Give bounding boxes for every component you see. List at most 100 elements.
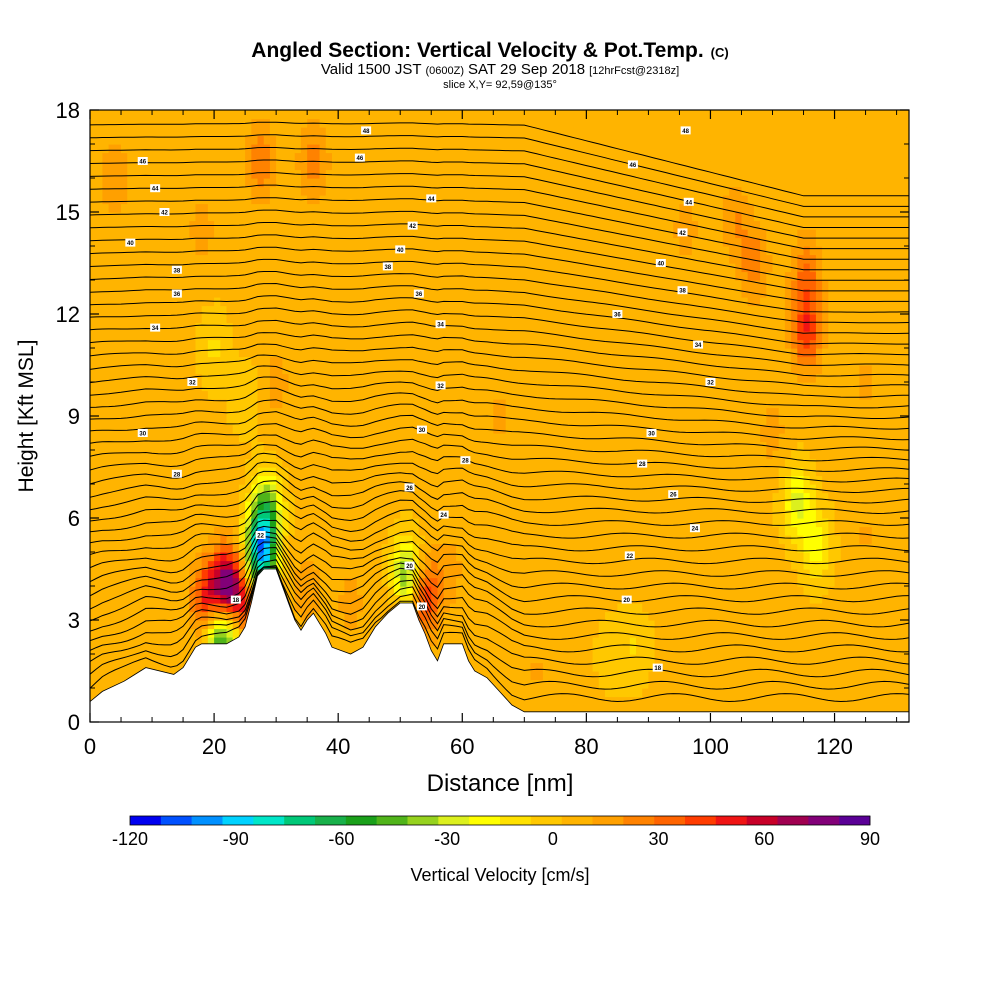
velocity-cell [387,603,395,613]
velocity-cell [400,382,408,392]
velocity-cell [511,110,519,120]
velocity-cell [108,526,116,536]
velocity-cell [425,475,432,485]
velocity-cell [214,254,221,264]
velocity-cell [350,475,358,485]
velocity-cell [363,186,370,196]
velocity-cell [170,365,178,375]
velocity-cell [288,186,296,196]
velocity-cell [338,390,345,400]
velocity-cell [164,178,172,188]
velocity-cell [443,441,451,451]
velocity-cell [487,577,494,587]
velocity-cell [164,161,172,171]
velocity-cell [480,611,488,621]
velocity-cell [394,560,401,570]
velocity-cell [338,169,345,179]
velocity-cell [300,577,308,587]
velocity-cell [387,416,395,426]
velocity-cell [431,560,439,570]
velocity-cell [145,280,153,290]
velocity-cell [313,416,321,426]
velocity-cell [145,654,153,664]
velocity-cell [369,458,376,468]
velocity-cell [96,628,103,638]
chart-title: Angled Section: Vertical Velocity & Pot.… [251,39,728,62]
velocity-cell [369,620,376,630]
velocity-cell [90,331,97,341]
velocity-cell [121,186,128,196]
velocity-cell [431,144,439,154]
velocity-cell [325,169,333,179]
velocity-cell [449,484,457,494]
velocity-cell [207,373,215,383]
velocity-cell [418,271,426,281]
velocity-cell [331,526,339,536]
velocity-cell [437,390,445,400]
velocity-cell [474,144,482,154]
velocity-cell [127,144,135,154]
velocity-cell [232,569,240,579]
velocity-cell [282,212,290,222]
velocity-cell [518,594,525,604]
velocity-cell [462,407,470,417]
velocity-cell [338,203,345,213]
velocity-cell [449,212,457,222]
velocity-cell [96,611,103,621]
velocity-cell [226,441,234,451]
velocity-cell [338,314,345,324]
velocity-cell [394,467,401,477]
velocity-cell [456,518,463,528]
velocity-cell [456,569,463,579]
velocity-cell [214,399,221,409]
velocity-cell [400,407,408,417]
velocity-cell [468,424,476,434]
velocity-cell [480,263,488,273]
velocity-cell [139,288,147,298]
velocity-cell [127,637,135,647]
velocity-cell [276,382,283,392]
velocity-cell [176,152,184,162]
velocity-cell [158,127,166,137]
velocity-cell [114,501,122,511]
velocity-cell [121,671,128,681]
velocity-cell [96,322,103,332]
velocity-cell [102,246,110,256]
velocity-cell [480,314,488,324]
velocity-cell [96,246,103,256]
velocity-cell [108,288,116,298]
velocity-cell [164,237,172,247]
velocity-cell [350,407,358,417]
velocity-cell [238,161,246,171]
velocity-cell [344,611,352,621]
velocity-cell [294,322,302,332]
velocity-cell [238,441,246,451]
velocity-cell [462,552,470,562]
velocity-cell [164,509,172,519]
velocity-cell [238,280,246,290]
velocity-cell [226,339,234,349]
velocity-cell [307,135,314,145]
velocity-cell [232,484,240,494]
velocity-cell [207,569,215,579]
velocity-cell [226,509,234,519]
velocity-cell [387,280,395,290]
velocity-cell [282,450,290,460]
velocity-cell [114,475,122,485]
velocity-cell [226,586,234,596]
velocity-cell [381,526,389,536]
velocity-cell [214,339,221,349]
velocity-cell [207,229,215,239]
velocity-cell [344,373,352,383]
velocity-cell [375,331,383,341]
velocity-cell [313,594,321,604]
velocity-cell [511,399,519,409]
velocity-cell [201,416,209,426]
velocity-cell [406,518,414,528]
velocity-cell [493,543,501,553]
velocity-cell [431,535,439,545]
velocity-cell [257,501,265,511]
velocity-cell [195,518,203,528]
velocity-cell [114,433,122,443]
velocity-cell [505,671,513,681]
